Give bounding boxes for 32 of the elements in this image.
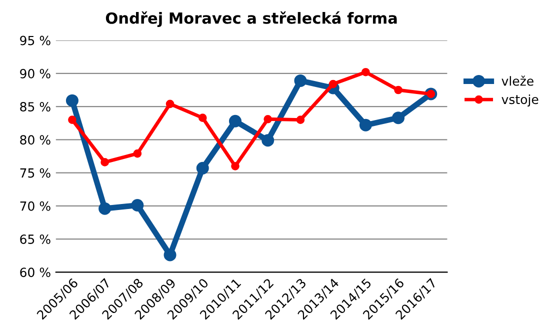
point [164, 248, 176, 262]
y-tick-label: 85 % [20, 102, 50, 112]
point [66, 94, 78, 107]
legend-label: vstoje [502, 94, 538, 107]
point [231, 162, 240, 170]
point [392, 112, 405, 124]
legend-label: vleže [502, 76, 534, 86]
point [166, 100, 174, 108]
y-tick-label: 80 % [20, 135, 50, 145]
y-tick-label: 70 % [20, 201, 50, 211]
point [359, 118, 372, 132]
point [262, 134, 274, 147]
point [294, 74, 307, 87]
point [68, 116, 76, 124]
point [98, 202, 112, 215]
y-tick-label: 95 % [20, 36, 50, 46]
point [198, 114, 207, 122]
chart-title: Ondřej Moravec a střelecká forma [106, 11, 397, 27]
point [296, 116, 305, 124]
y-tick-label: 75 % [20, 168, 50, 178]
point [264, 114, 272, 124]
point [228, 114, 242, 128]
point [362, 68, 370, 76]
y-tick-label: 60 % [20, 268, 50, 278]
point [133, 149, 142, 158]
point [131, 199, 144, 212]
point [100, 158, 109, 166]
point [394, 86, 402, 94]
point [328, 80, 338, 88]
y-tick-label: 90 % [20, 68, 50, 78]
point [196, 162, 209, 174]
y-tick-label: 65 % [20, 234, 50, 244]
